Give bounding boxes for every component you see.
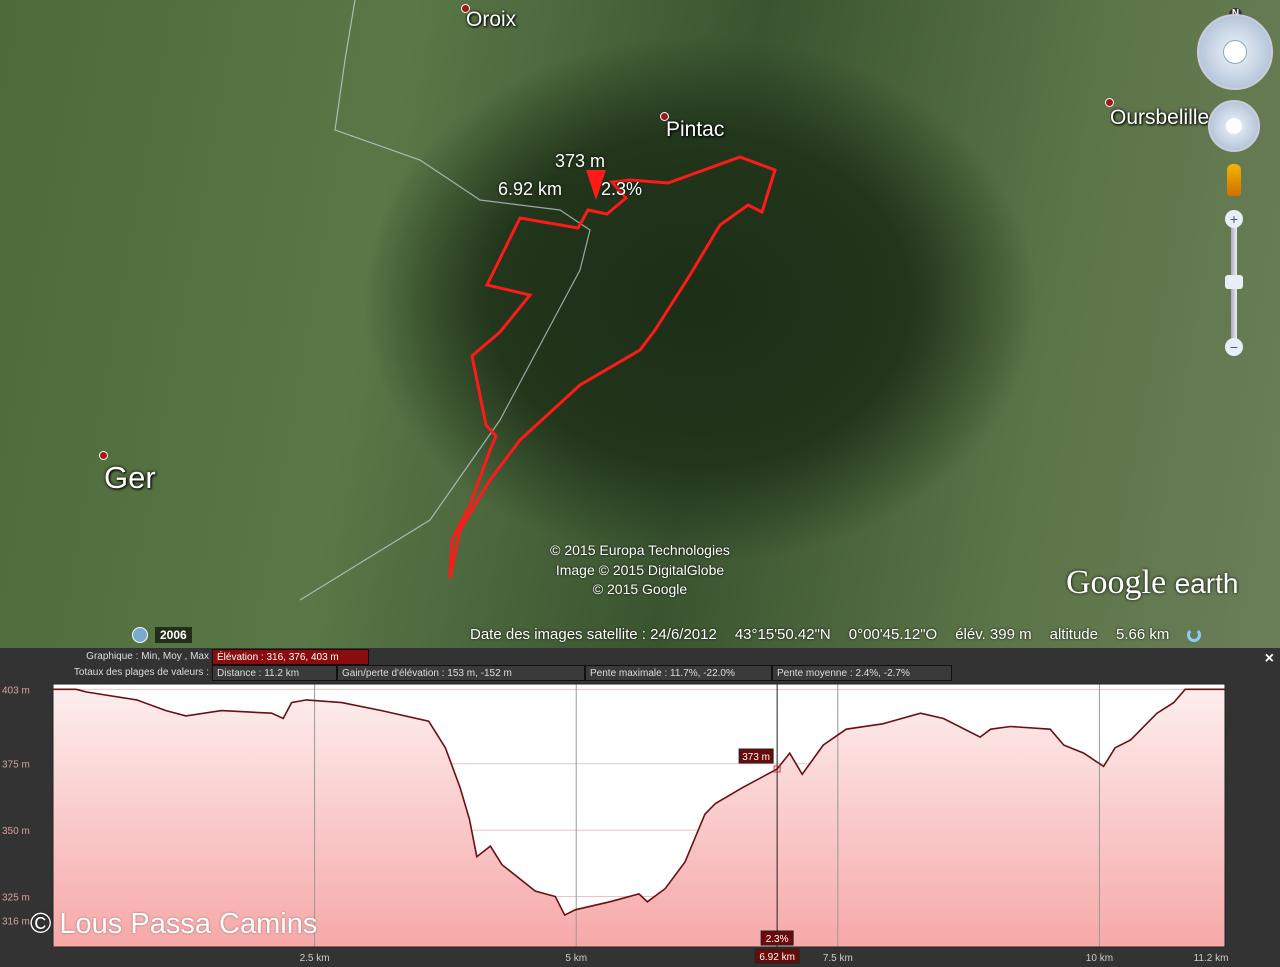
- cursor-distance-label-box: [754, 948, 800, 964]
- latitude: 43°15'50.42"N: [734, 626, 831, 643]
- marker-distance: 6.92 km: [498, 179, 563, 199]
- place-label[interactable]: Oroix: [466, 8, 517, 31]
- elevation-line: [53, 688, 1225, 917]
- plot-border: [52, 683, 1226, 948]
- x-tick-label: 7.5 km: [823, 953, 853, 964]
- copyright-line: © 2015 Europa Technologies: [550, 542, 730, 558]
- copyright-line: Image © 2015 DigitalGlobe: [555, 562, 725, 578]
- x-tick-label: 2.5 km: [300, 953, 330, 964]
- status-bar: Date des images satellite : 24/6/2012 43…: [470, 626, 1202, 643]
- historical-imagery-icon[interactable]: [132, 627, 148, 643]
- cursor-slope-label-box: [760, 930, 794, 946]
- elevation-area: [53, 689, 1225, 947]
- totals-row: Totaux des plages de valeurs : Distance …: [0, 665, 952, 681]
- x-tick-label: 10 km: [1086, 953, 1113, 964]
- altitude-value: 5.66 km: [1116, 626, 1170, 643]
- imagery-year[interactable]: 2006: [155, 627, 192, 643]
- gain-loss-total[interactable]: Gain/perte d'élévation : 153 m, -152 m: [337, 665, 585, 681]
- marker-elevation: 373 m: [555, 151, 606, 171]
- place-label[interactable]: Oursbelille: [1110, 106, 1210, 129]
- distance-total[interactable]: Distance : 11.2 km: [212, 665, 337, 681]
- route-overlay: [299, 0, 777, 601]
- graph-label: Graphique : Min, Moy , Max: [86, 651, 209, 662]
- y-tick-label: 375 m: [2, 760, 30, 771]
- ground-elevation: élév. 399 m: [955, 626, 1032, 643]
- y-tick-label: 350 m: [2, 826, 30, 837]
- zoom-slider-thumb[interactable]: [1225, 275, 1243, 289]
- y-tick-label: 316 m: [2, 916, 30, 927]
- graph-header-row: Graphique : Min, Moy , Max Élévation : 3…: [0, 649, 369, 665]
- satellite-map[interactable]: Oroix Pintac Oursbelille Ger 373 m 6.92 …: [0, 0, 1280, 648]
- y-tick-label: 403 m: [2, 685, 30, 696]
- max-slope-total[interactable]: Pente maximale : 11.7%, -22.0%: [585, 665, 772, 681]
- avg-slope-total[interactable]: Pente moyenne : 2.4%, -2.7%: [772, 665, 952, 681]
- altitude-label: altitude: [1049, 626, 1098, 643]
- x-tick-label: 5 km: [565, 953, 587, 964]
- place-pin-icon: [99, 451, 108, 460]
- watermark: © Lous Passa Camins: [30, 908, 318, 940]
- eye-icon: [1223, 40, 1247, 64]
- place-pin-icon: [461, 4, 470, 13]
- position-arrow-icon: [586, 170, 606, 200]
- route-path: [448, 155, 777, 579]
- close-icon[interactable]: ×: [1264, 650, 1274, 667]
- google-earth-logo: Google earth: [1066, 564, 1239, 601]
- zoom-out-icon[interactable]: −: [1225, 338, 1243, 356]
- streaming-icon: [1187, 628, 1202, 642]
- y-tick-label: 325 m: [2, 893, 30, 904]
- elevation-selector[interactable]: Élévation : 316, 376, 403 m: [212, 649, 369, 665]
- place-label[interactable]: Pintac: [666, 118, 725, 141]
- hand-icon: [1226, 118, 1242, 134]
- totals-label: Totaux des plages de valeurs :: [73, 667, 209, 678]
- marker-slope: 2.3%: [601, 179, 643, 199]
- imagery-date: Date des images satellite : 24/6/2012: [470, 626, 717, 643]
- x-tick-label: 11.2 km: [1194, 953, 1229, 964]
- place-pin-icon: [660, 112, 669, 121]
- place-label[interactable]: Ger: [104, 460, 156, 495]
- longitude: 0°00'45.12"O: [848, 626, 938, 643]
- cursor-elevation-label-box: [738, 748, 774, 764]
- place-pin-icon: [1105, 98, 1114, 107]
- move-joystick[interactable]: [1208, 100, 1260, 152]
- copyright-line: © 2015 Google: [592, 581, 688, 597]
- elevation-chart[interactable]: 403 m 375 m 350 m 325 m 316 m 2.5 km 5 km 7.5 k…: [0, 680, 1280, 967]
- cursor-slope-label: 2.3%: [766, 934, 789, 945]
- zoom-in-icon[interactable]: +: [1225, 210, 1243, 228]
- boundary-line: [299, 0, 591, 601]
- cursor-elevation-label: 373 m: [742, 752, 770, 763]
- look-joystick[interactable]: [1197, 14, 1273, 90]
- street-view-pegman-icon[interactable]: [1227, 164, 1241, 196]
- cursor-point: [773, 765, 781, 773]
- cursor-distance-label: 6.92 km: [759, 952, 795, 963]
